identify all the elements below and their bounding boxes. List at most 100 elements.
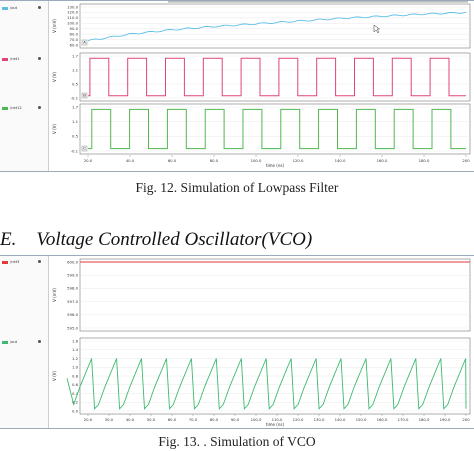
x-tick-label: 20.0: [84, 158, 93, 163]
x-tick-label: 160.0: [377, 417, 388, 422]
x-tick-label: 30.0: [105, 417, 114, 422]
y-tick-label: 0.8: [72, 373, 79, 378]
plot-frame: [79, 258, 471, 332]
x-axis-label: time (ns): [266, 163, 284, 168]
trace-label-out[interactable]: /out: [2, 340, 17, 344]
fig13-chart: 600.0 599.0 598.0 597.0 596.0 595.0 V (mV) 1.6 1…: [52, 258, 471, 427]
y-axis-label: V (V): [52, 124, 57, 134]
y-tick-label: 596.0: [67, 312, 78, 317]
x-tick-label: 100.0: [251, 417, 262, 422]
trace-color-swatch: [2, 340, 8, 344]
trace-label-out[interactable]: /out: [2, 6, 17, 10]
y-tick-label: 1.7: [72, 53, 79, 58]
x-axis-label: time (ns): [266, 422, 284, 427]
y-tick-label: 600.0: [67, 259, 78, 264]
x-tick-label: 190.0: [440, 417, 451, 422]
trace-color-swatch: [2, 106, 8, 110]
y-tick-label: 0.5: [72, 134, 79, 139]
y-tick-label: 1.2: [72, 356, 79, 361]
x-tick-label: 200: [462, 417, 470, 422]
trace-handle-icon[interactable]: [38, 340, 41, 343]
x-tick-label: 80.0: [210, 417, 219, 422]
trace-badge: [81, 92, 88, 99]
y-tick-label: 0.2: [72, 400, 79, 405]
fig13-caption: Fig. 13. . Simulation of VCO: [158, 434, 316, 449]
fig12-simulation-window: /out /net1 /net12 130.0 120.0 110.0 100.0 90…: [0, 0, 474, 172]
x-tick-label: 20.0: [84, 417, 93, 422]
fig13-trace-list: /net3 /out: [0, 256, 49, 428]
trace-badge-label: C: [83, 146, 86, 151]
window-scroll-indicator: [168, 1, 468, 3]
x-tick-label: 140.0: [335, 417, 346, 422]
plot-frame: [79, 103, 471, 155]
trace-out-line: [87, 11, 467, 42]
trace-label-net1[interactable]: /net1: [2, 57, 19, 61]
y-tick-label: 110.0: [67, 15, 78, 20]
x-tick-label: 130.0: [314, 417, 325, 422]
plot-frame: [79, 3, 471, 49]
y-tick-label: 0.5: [72, 81, 79, 86]
y-tick-label: 100.0: [67, 21, 78, 26]
x-tick-label: 60.0: [168, 417, 177, 422]
x-tick-label: 180.0: [419, 158, 430, 163]
y-axis-label: V (V): [52, 72, 57, 82]
x-tick-label: 120.0: [293, 417, 304, 422]
y-tick-label: 130.0: [67, 4, 78, 9]
mouse-cursor-icon: [373, 24, 381, 34]
fig13-simulation-window: /net3 /out 600.0 599.0 598.0 597.0 596.0 595.…: [0, 255, 474, 429]
section-heading: E. Voltage Controlled Oscillator(VCO): [0, 229, 312, 251]
y-tick-label: 597.0: [67, 299, 78, 304]
x-tick-label: 100.0: [251, 158, 262, 163]
y-tick-label: -0.1: [71, 148, 79, 153]
trace-badge-label: B: [83, 93, 86, 98]
trace-net12-line: [88, 108, 466, 150]
x-tick-label: 80.0: [210, 158, 219, 163]
x-tick-label: 90.0: [231, 417, 240, 422]
trace-label-net12[interactable]: /net12: [2, 106, 22, 110]
x-tick-label: 60.0: [168, 158, 177, 163]
section-number: E.: [0, 229, 17, 250]
trace-out-line: [66, 358, 467, 410]
trace-color-swatch: [2, 6, 8, 10]
section-title: Voltage Controlled Oscillator(VCO): [36, 229, 313, 250]
x-tick-label: 140.0: [335, 158, 346, 163]
trace-handle-icon[interactable]: [38, 6, 41, 9]
trace-badge-label: A: [83, 40, 86, 45]
x-tick-label: 40.0: [126, 158, 135, 163]
x-tick-label: 70.0: [189, 417, 198, 422]
y-axis-label: V (mV): [52, 19, 57, 33]
fig12-caption: Fig. 12. Simulation of Lowpass Filter: [135, 180, 339, 195]
trace-handle-icon[interactable]: [38, 260, 41, 263]
y-tick-label: 599.0: [67, 273, 78, 278]
x-tick-label: 50.0: [147, 417, 156, 422]
y-tick-label: 0.0: [72, 408, 79, 413]
x-tick-label: 150.0: [356, 417, 367, 422]
y-tick-label: 1.6: [72, 338, 79, 343]
x-tick-label: 120.0: [293, 158, 304, 163]
y-tick-label: 1.1: [72, 119, 79, 124]
trace-badge: [81, 39, 88, 46]
y-axis-label: V (mV): [52, 288, 57, 302]
trace-net1-line: [88, 57, 466, 97]
trace-handle-icon[interactable]: [38, 106, 41, 109]
y-tick-label: 1.7: [72, 104, 79, 109]
y-tick-label: 90.0: [70, 26, 79, 31]
y-tick-label: 0.4: [72, 391, 79, 396]
x-tick-label: 40.0: [126, 417, 135, 422]
x-tick-label: 200: [462, 158, 470, 163]
y-tick-label: 598.0: [67, 286, 78, 291]
y-tick-label: 0.6: [72, 382, 79, 387]
trace-handle-icon[interactable]: [38, 57, 41, 60]
y-tick-label: 595.0: [67, 325, 78, 330]
trace-label-net3[interactable]: /net3: [2, 260, 19, 264]
y-tick-label: -0.1: [71, 95, 79, 100]
x-tick-label: 160.0: [377, 158, 388, 163]
y-tick-label: 120.0: [67, 10, 78, 15]
x-tick-label: 170.0: [398, 417, 409, 422]
y-tick-label: 70.0: [70, 37, 79, 42]
trace-color-swatch: [2, 57, 8, 61]
y-tick-label: 80.0: [70, 31, 79, 36]
y-axis-label: V (V): [52, 371, 57, 381]
y-tick-label: 1.1: [72, 67, 79, 72]
